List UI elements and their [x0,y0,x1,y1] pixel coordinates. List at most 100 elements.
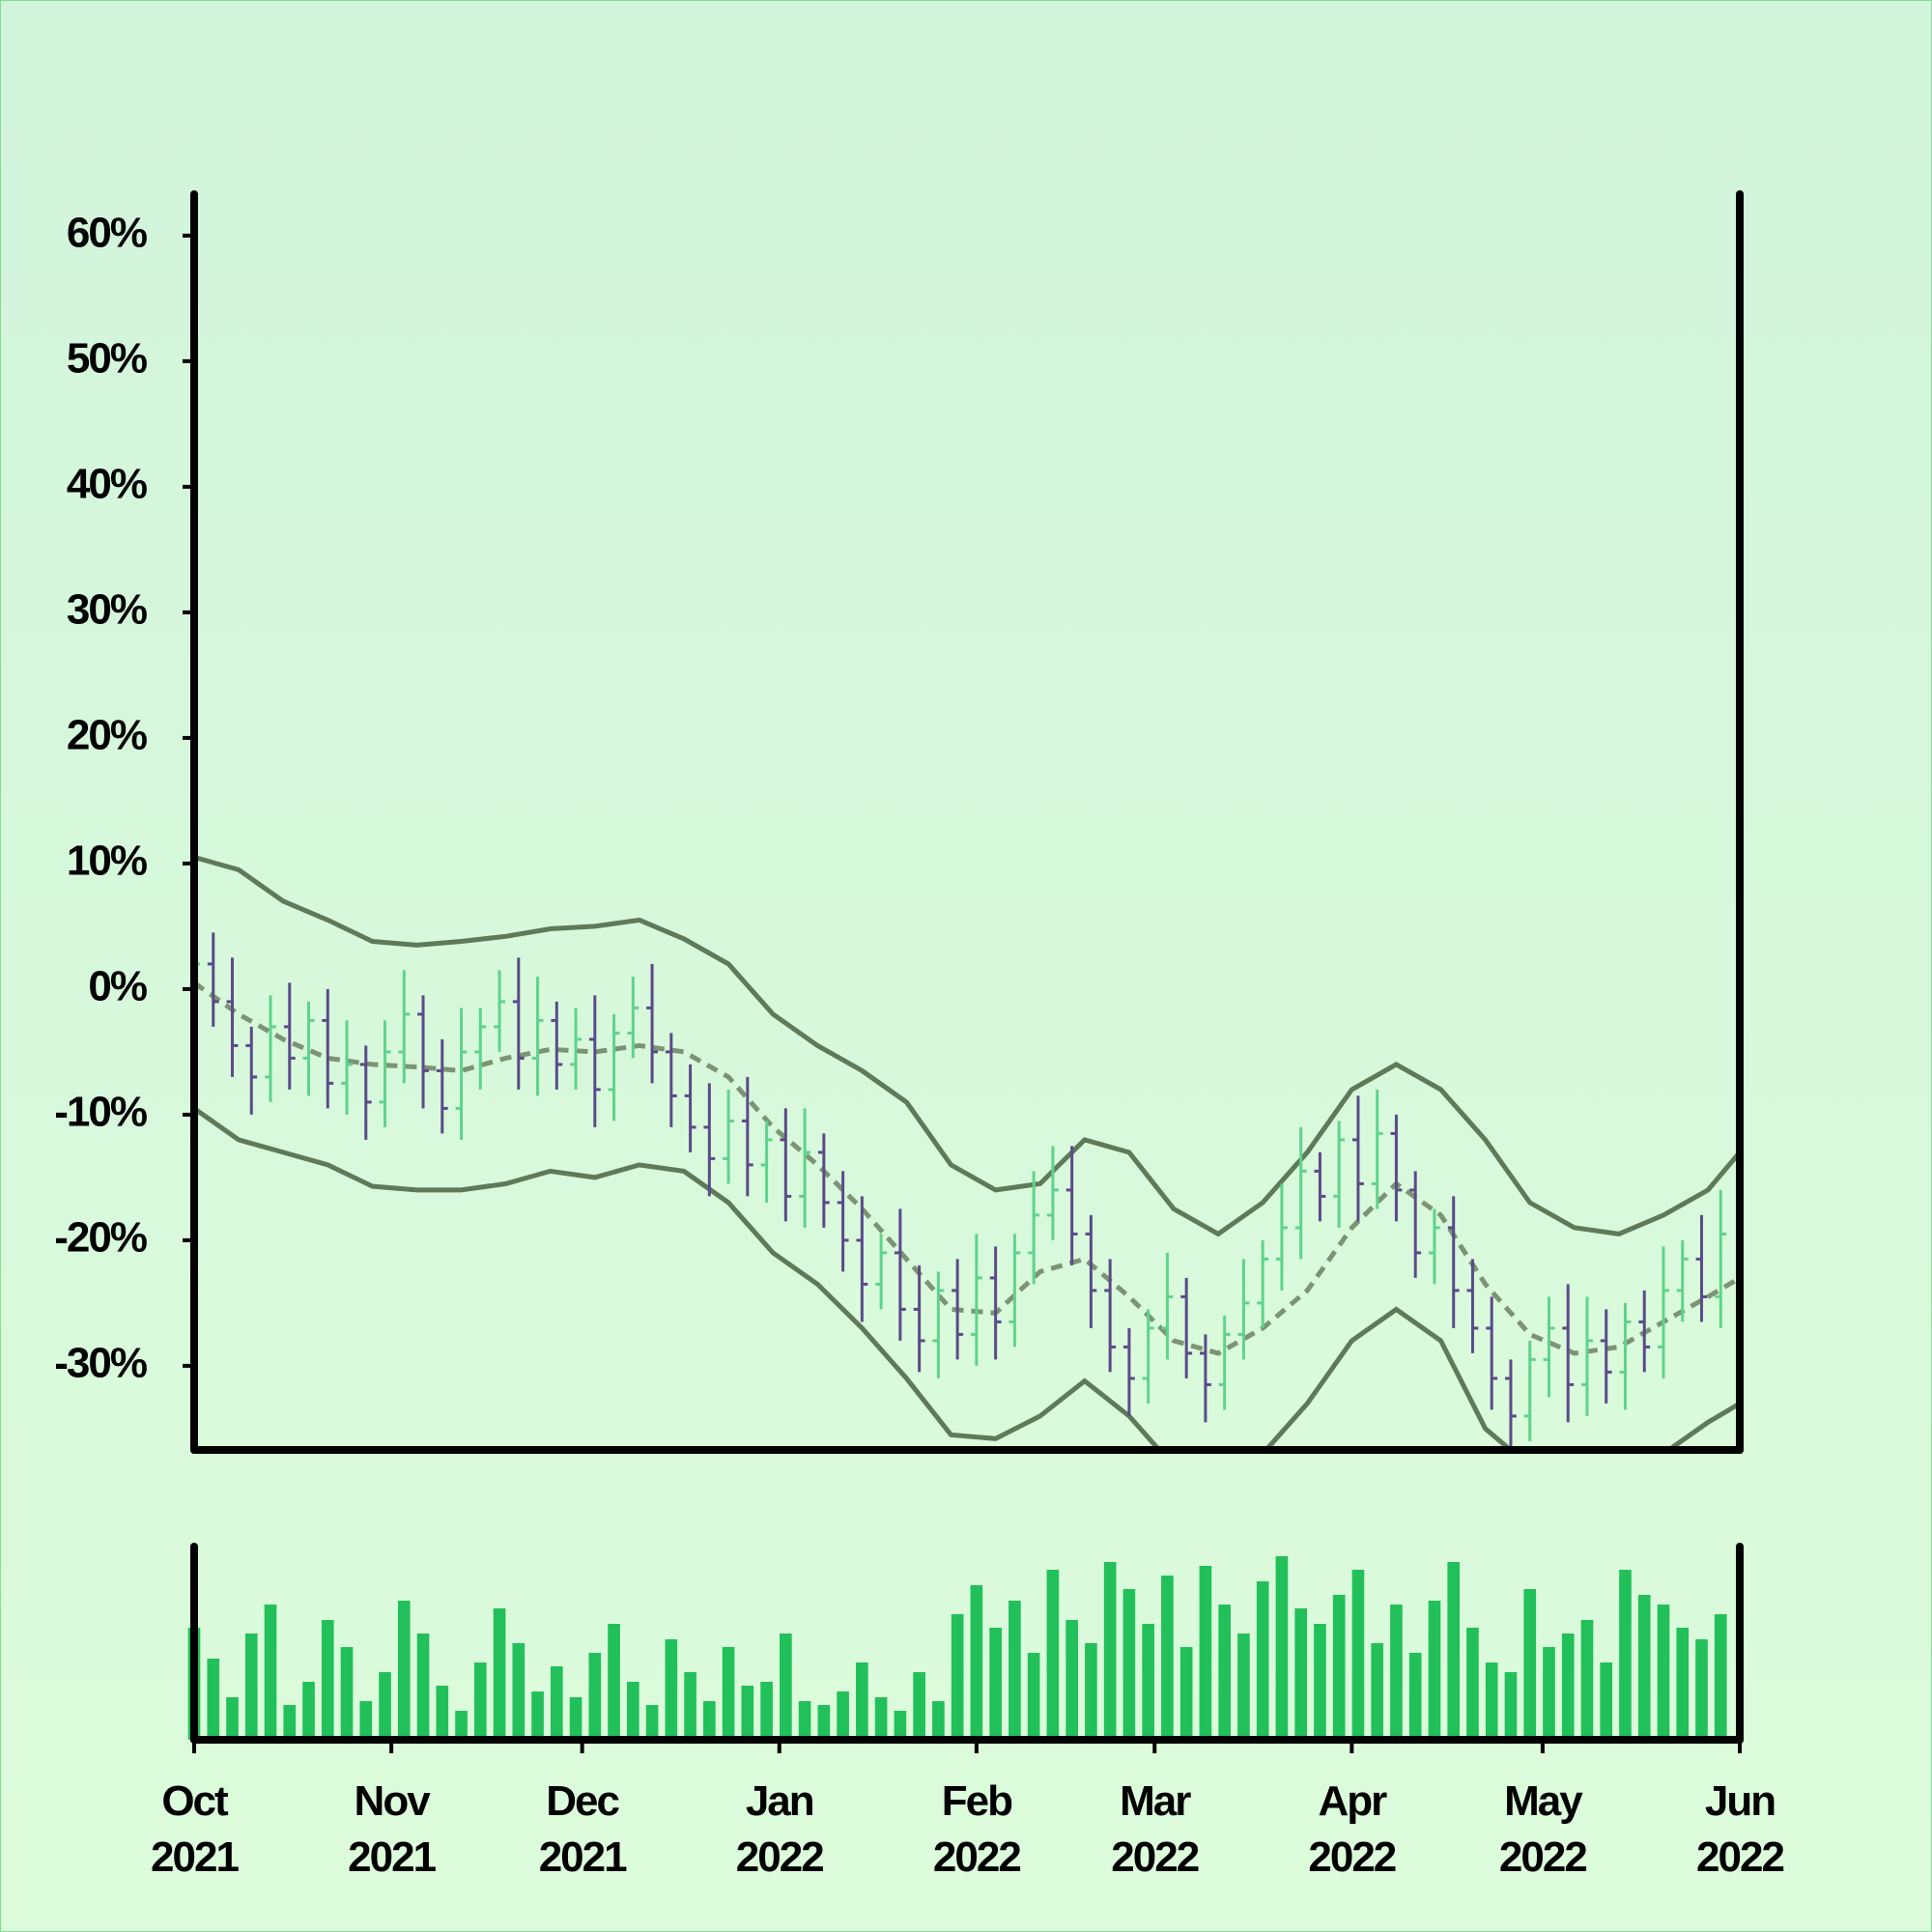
volume-bar [684,1672,696,1740]
y-tick-label: 40% [67,461,147,508]
volume-bar [1294,1608,1307,1740]
volume-bar [512,1643,526,1740]
volume-bar [1504,1672,1518,1740]
volume-bar [1390,1605,1403,1740]
volume-bar [1543,1647,1555,1740]
volume-bar [226,1697,239,1740]
volume-bar [1237,1634,1250,1740]
plot-area [194,854,1740,1450]
volume-bar [550,1666,563,1740]
volume-bar [359,1701,373,1740]
y-tick-label: 60% [67,210,147,257]
y-tick-label: -30% [54,1340,147,1387]
volume-bar [340,1647,354,1740]
volume-bar [817,1705,831,1740]
volume-bar [1466,1628,1479,1740]
volume-bar [283,1705,297,1740]
volume-bar [1256,1581,1269,1740]
volume-bar [1142,1624,1154,1740]
volume-bar [244,1634,258,1740]
volume-bar [1561,1634,1575,1740]
bollinger-middle [194,980,1740,1356]
x-tick-label: May 2022 [1498,1777,1588,1881]
volume-bar [1275,1556,1289,1740]
volume-bar [627,1682,639,1740]
volume-bar [1065,1620,1078,1740]
volume-bar [1657,1605,1670,1740]
volume-bar [207,1659,220,1740]
volume-bar [1085,1643,1097,1740]
volume-bar [264,1605,277,1740]
volume-bar [1371,1643,1384,1740]
x-tick-label: Mar 2022 [1111,1777,1200,1881]
volume-bar [493,1608,506,1740]
volume-bar [397,1601,411,1740]
volume-bar [531,1691,544,1740]
volume-bar [1619,1570,1632,1740]
volume-bar [379,1672,391,1740]
volume-bar [321,1620,334,1740]
volume-bar [416,1634,430,1740]
volume-bar [913,1672,925,1740]
volume-bar [760,1682,773,1740]
y-tick-label: 0% [88,963,146,1010]
x-tick-label: Oct 2021 [151,1777,240,1881]
volume-bar [1600,1662,1613,1740]
volume-bar [798,1701,811,1740]
volume-bar [1637,1595,1651,1740]
volume-bar [1408,1653,1422,1740]
x-tick-label: Feb 2022 [932,1777,1022,1881]
volume-bar [1447,1562,1461,1740]
volume-bar [1351,1570,1365,1740]
volume-bar [665,1639,678,1740]
volume-bar [436,1686,449,1740]
volume-bar [951,1614,964,1740]
bollinger-lower [194,1106,1740,1450]
volume-bar [569,1697,582,1740]
y-tick-label: 50% [67,335,147,383]
volume-bar [970,1585,983,1740]
volume-bar [1580,1620,1594,1740]
volume-bar [455,1711,468,1740]
volume-bar [302,1682,315,1740]
volume-bar [932,1701,945,1740]
volume-bar [1332,1595,1346,1740]
volume-bar [1199,1566,1212,1740]
y-tick-label: -20% [54,1214,147,1262]
volume-bar [1161,1576,1174,1740]
volume-bar [1027,1653,1040,1740]
volume-bar [1714,1614,1727,1740]
x-tick-label: Nov 2021 [348,1777,437,1881]
volume-bar [780,1634,792,1740]
volume-bar [1218,1605,1231,1740]
volume-bar [1485,1662,1498,1740]
y-tick-label: 10% [67,838,147,885]
y-tick-label: 20% [67,712,147,759]
volume-bar [645,1705,659,1740]
volume-bar [1009,1601,1021,1740]
volume-panel [187,1556,1727,1740]
volume-bar [894,1711,907,1740]
volume-bar [588,1653,602,1740]
y-tick-label: 30% [67,586,147,634]
axes: -30% -20% -10% 0% 10% 20% 30% 40% 50% 60% [54,190,1744,1753]
volume-bar [1046,1570,1060,1740]
volume-bar [608,1624,620,1740]
x-tick-label: Apr 2022 [1308,1777,1397,1881]
x-tick-label: Jun 2022 [1696,1777,1785,1881]
x-tick-label: Dec 2021 [538,1777,628,1881]
volume-bar [874,1697,888,1740]
volume-bar [1314,1624,1326,1740]
bollinger-upper [194,854,1740,1237]
volume-bar [1122,1589,1136,1740]
y-tick-label: -10% [54,1089,147,1136]
volume-bar [1179,1647,1193,1740]
volume-bar [703,1701,716,1740]
volume-bar [1428,1601,1441,1740]
volume-bar [1103,1562,1117,1740]
volume-bar [473,1662,487,1740]
volume-bar [741,1686,754,1740]
volume-bar [1523,1589,1537,1740]
